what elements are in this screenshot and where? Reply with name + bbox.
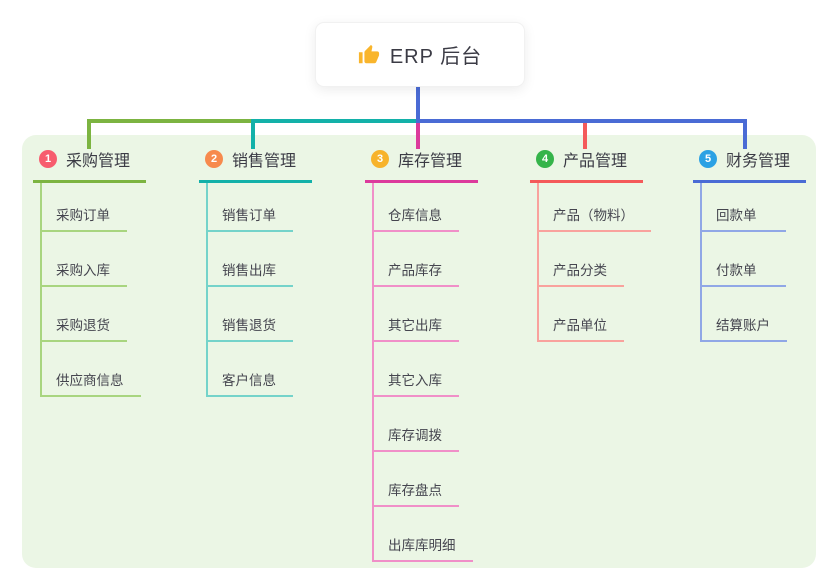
leaf-node[interactable]: 产品（物料） [539,183,651,232]
leaf-node[interactable]: 仓库信息 [374,183,459,232]
branches-panel [22,135,816,568]
leaf-label: 采购入库 [56,263,110,278]
leaf-node[interactable]: 供应商信息 [42,342,141,397]
branch-title: 库存管理 [398,153,463,170]
leaf-label: 销售订单 [222,208,276,223]
leaf-label: 产品分类 [553,263,607,278]
leaf-label: 供应商信息 [56,373,124,388]
leaf-node[interactable]: 其它出库 [374,287,459,342]
branch-title: 销售管理 [232,153,297,170]
branch-children: 采购订单 采购入库 采购退货 供应商信息 [40,183,141,397]
connector-purchase-drop [87,119,91,149]
leaf-label: 仓库信息 [388,208,442,223]
branch-finance: 5 财务管理 回款单 付款单 结算账户 [693,147,806,342]
connector-spine-blue [416,119,747,123]
branch-title: 产品管理 [563,153,628,170]
leaf-label: 出库库明细 [388,538,456,553]
branch-number-badge: 3 [371,150,389,168]
leaf-node[interactable]: 客户信息 [208,342,293,397]
connector-sales-drop [251,119,255,149]
branch-title: 采购管理 [66,153,131,170]
leaf-node[interactable]: 其它入库 [374,342,459,397]
leaf-label: 库存调拨 [388,428,442,443]
branch-number-badge: 1 [39,150,57,168]
leaf-label: 销售出库 [222,263,276,278]
branch-children: 仓库信息 产品库存 其它出库 其它入库 库存调拨 库存盘点 出库库明细 [372,183,473,562]
leaf-node[interactable]: 出库库明细 [374,507,473,562]
branch-children: 销售订单 销售出库 销售退货 客户信息 [206,183,293,397]
branch-header[interactable]: 1 采购管理 [33,147,146,183]
branch-inventory: 3 库存管理 仓库信息 产品库存 其它出库 其它入库 库存调拨 库存盘点 出库库… [365,147,478,562]
leaf-node[interactable]: 销售出库 [208,232,293,287]
leaf-label: 付款单 [716,263,757,278]
leaf-node[interactable]: 产品分类 [539,232,624,287]
connector-finance-drop [743,119,747,149]
branch-number-badge: 5 [699,150,717,168]
leaf-node[interactable]: 产品单位 [539,287,624,342]
leaf-node[interactable]: 采购退货 [42,287,127,342]
leaf-node[interactable]: 付款单 [702,232,786,287]
branch-children: 产品（物料） 产品分类 产品单位 [537,183,651,342]
branch-children: 回款单 付款单 结算账户 [700,183,787,342]
connector-spine-green [87,119,254,123]
leaf-node[interactable]: 产品库存 [374,232,459,287]
branch-product: 4 产品管理 产品（物料） 产品分类 产品单位 [530,147,651,342]
connector-inventory-drop [416,121,420,149]
leaf-label: 产品库存 [388,263,442,278]
branch-header[interactable]: 2 销售管理 [199,147,312,183]
leaf-label: 产品（物料） [553,208,634,223]
leaf-node[interactable]: 销售退货 [208,287,293,342]
branch-header[interactable]: 5 财务管理 [693,147,806,183]
leaf-node[interactable]: 库存调拨 [374,397,459,452]
leaf-label: 其它入库 [388,373,442,388]
leaf-label: 其它出库 [388,318,442,333]
connector-spine-teal [251,119,418,123]
leaf-label: 客户信息 [222,373,276,388]
leaf-label: 回款单 [716,208,757,223]
branch-number-badge: 2 [205,150,223,168]
branch-purchase: 1 采购管理 采购订单 采购入库 采购退货 供应商信息 [33,147,146,397]
leaf-label: 结算账户 [716,318,770,333]
branch-title: 财务管理 [726,153,791,170]
leaf-label: 库存盘点 [388,483,442,498]
thumbs-up-icon [358,44,380,66]
leaf-node[interactable]: 采购订单 [42,183,127,232]
leaf-node[interactable]: 库存盘点 [374,452,459,507]
leaf-node[interactable]: 采购入库 [42,232,127,287]
connector-product-drop [583,121,587,149]
leaf-label: 采购订单 [56,208,110,223]
branch-sales: 2 销售管理 销售订单 销售出库 销售退货 客户信息 [199,147,312,397]
branch-header[interactable]: 3 库存管理 [365,147,478,183]
connector-root-stem [416,85,420,122]
leaf-node[interactable]: 销售订单 [208,183,293,232]
leaf-label: 产品单位 [553,318,607,333]
branch-header[interactable]: 4 产品管理 [530,147,643,183]
leaf-node[interactable]: 回款单 [702,183,786,232]
leaf-label: 采购退货 [56,318,110,333]
root-node[interactable]: ERP 后台 [315,22,525,87]
leaf-label: 销售退货 [222,318,276,333]
root-title: ERP 后台 [389,46,483,68]
branch-number-badge: 4 [536,150,554,168]
leaf-node[interactable]: 结算账户 [702,287,787,342]
